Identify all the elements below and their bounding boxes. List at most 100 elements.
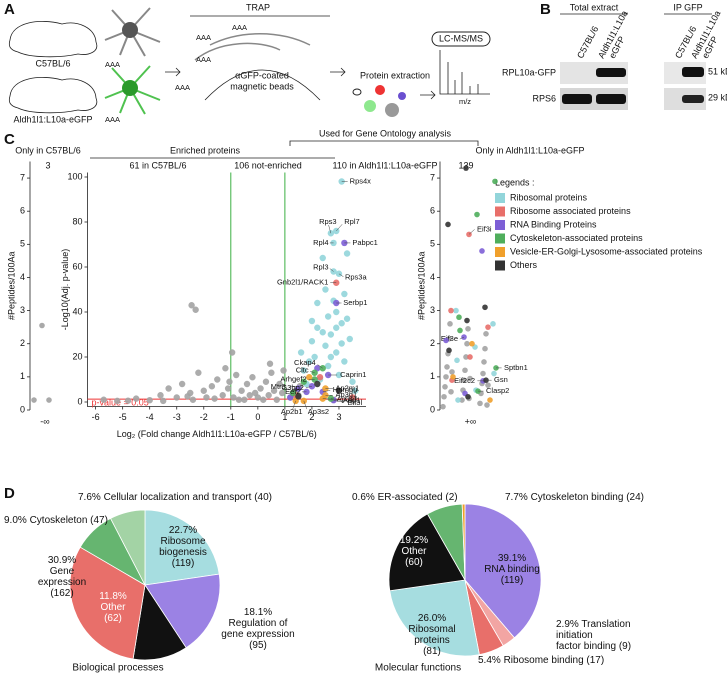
slice-label-part: expression [38,577,86,588]
strip-point [479,248,485,254]
slice-label: 26.0% Ribosomal proteins (81) [408,613,455,657]
point-label: Rps3 [319,217,337,226]
label-leader [333,399,345,403]
x-tick-label: +∞ [465,416,477,426]
slice-label-part: proteins [414,635,450,646]
point-label: Rps3a [345,273,368,282]
slice-label-part: 19.2% [400,535,428,546]
volcano-point [165,385,172,392]
volcano-point [349,394,356,401]
label-leader [459,336,465,340]
slice-label-part: Ribosome binding (17) [504,655,605,666]
panel-label: C [4,131,15,148]
volcano-point [280,367,287,374]
volcano-point [195,369,202,376]
y-tick-label: 0 [20,404,25,414]
pie-slice [69,546,146,660]
y-tick-label: 40 [72,306,82,316]
volcano-point [295,393,302,400]
pie-slice [461,503,466,581]
band [562,94,592,104]
volcano-point [333,299,340,307]
volcano-point [188,302,195,309]
slice-label-part: (95) [249,640,267,651]
slice-label-part: RNA binding [484,564,540,575]
label-leader [317,364,323,369]
slice-label-part: Gene [50,566,75,577]
volcano-point [224,385,232,392]
strip-point [443,374,449,380]
volcano-point [333,308,340,316]
volcano-point [157,392,164,399]
volcano-point [146,397,153,404]
strip-point [457,327,463,334]
slice-label-part: 39.1% [498,553,526,564]
volcano-point [114,397,121,405]
arrow [420,90,436,100]
volcano-point [314,299,321,307]
volcano-point [226,378,233,385]
volcano-point [324,313,332,320]
panel-label: B [540,1,551,18]
volcano-point [335,371,343,379]
y-tick-label: 1 [20,371,25,381]
strip-point [449,369,455,375]
x-tick-label: -∞ [40,416,49,426]
volcano-point [333,349,340,356]
strip-point [456,314,462,321]
x-tick-label: 0 [255,412,260,422]
point-label: Ap2b1 [281,407,303,416]
volcano-point [333,324,340,331]
pie-slice [144,573,221,649]
strip-point [465,326,471,332]
volcano-point [124,397,132,404]
strip-point [446,347,452,354]
slice-label-part: Regulation of [229,618,288,629]
point-label: Sptbn1 [504,363,528,372]
volcano-point [208,383,216,390]
volcano-point [314,324,321,331]
y-tick-label: 20 [72,351,82,361]
volcano-point [100,396,107,403]
point-label: Mtr3 [271,382,286,391]
strip-point [485,324,491,330]
volcano-point [160,397,167,405]
volcano-point [346,335,353,343]
volcano-point [322,385,329,392]
strip-point [442,384,448,390]
bracket [289,140,479,146]
volcano-point [341,358,348,365]
mrna: AAA [105,115,120,124]
strip-point [463,354,469,360]
label-leader [305,386,312,388]
y-axis-title: #Peptides/100Aa [416,251,426,320]
strip-point [462,367,468,374]
strip-point [481,359,487,365]
point-label: Arhgef2 [280,374,306,383]
volcano-point [262,378,270,385]
legend-label: Ribosomal proteins [510,192,588,202]
header: Only in Aldh1l1:L10a-eGFP [475,145,584,155]
volcano-point [306,358,313,365]
step-label: TRAP [246,2,270,12]
slice-label-part: 26.0% [418,613,446,624]
volcano-point [311,353,318,361]
volcano-point [178,380,186,388]
volcano-point [327,395,335,402]
legend-title: Legends : [495,177,535,187]
strip-point [440,403,446,410]
volcano-point [338,320,345,327]
y-axis-title: #Peptides/100Aa [6,251,16,320]
row-label: RPL10a-GFP [502,67,556,77]
slice-label: 7.6% Cellular localization and transport… [78,492,272,503]
pie-slice [389,579,480,657]
strip-point [443,337,449,344]
label-leader [468,229,475,235]
strip-point [492,178,498,185]
strip-point [487,397,493,403]
volcano-point [268,369,275,376]
y-tick-label: 2 [430,338,435,348]
point-label: Eif3e [441,334,458,343]
arrow [165,67,181,77]
strip-point [464,340,470,347]
